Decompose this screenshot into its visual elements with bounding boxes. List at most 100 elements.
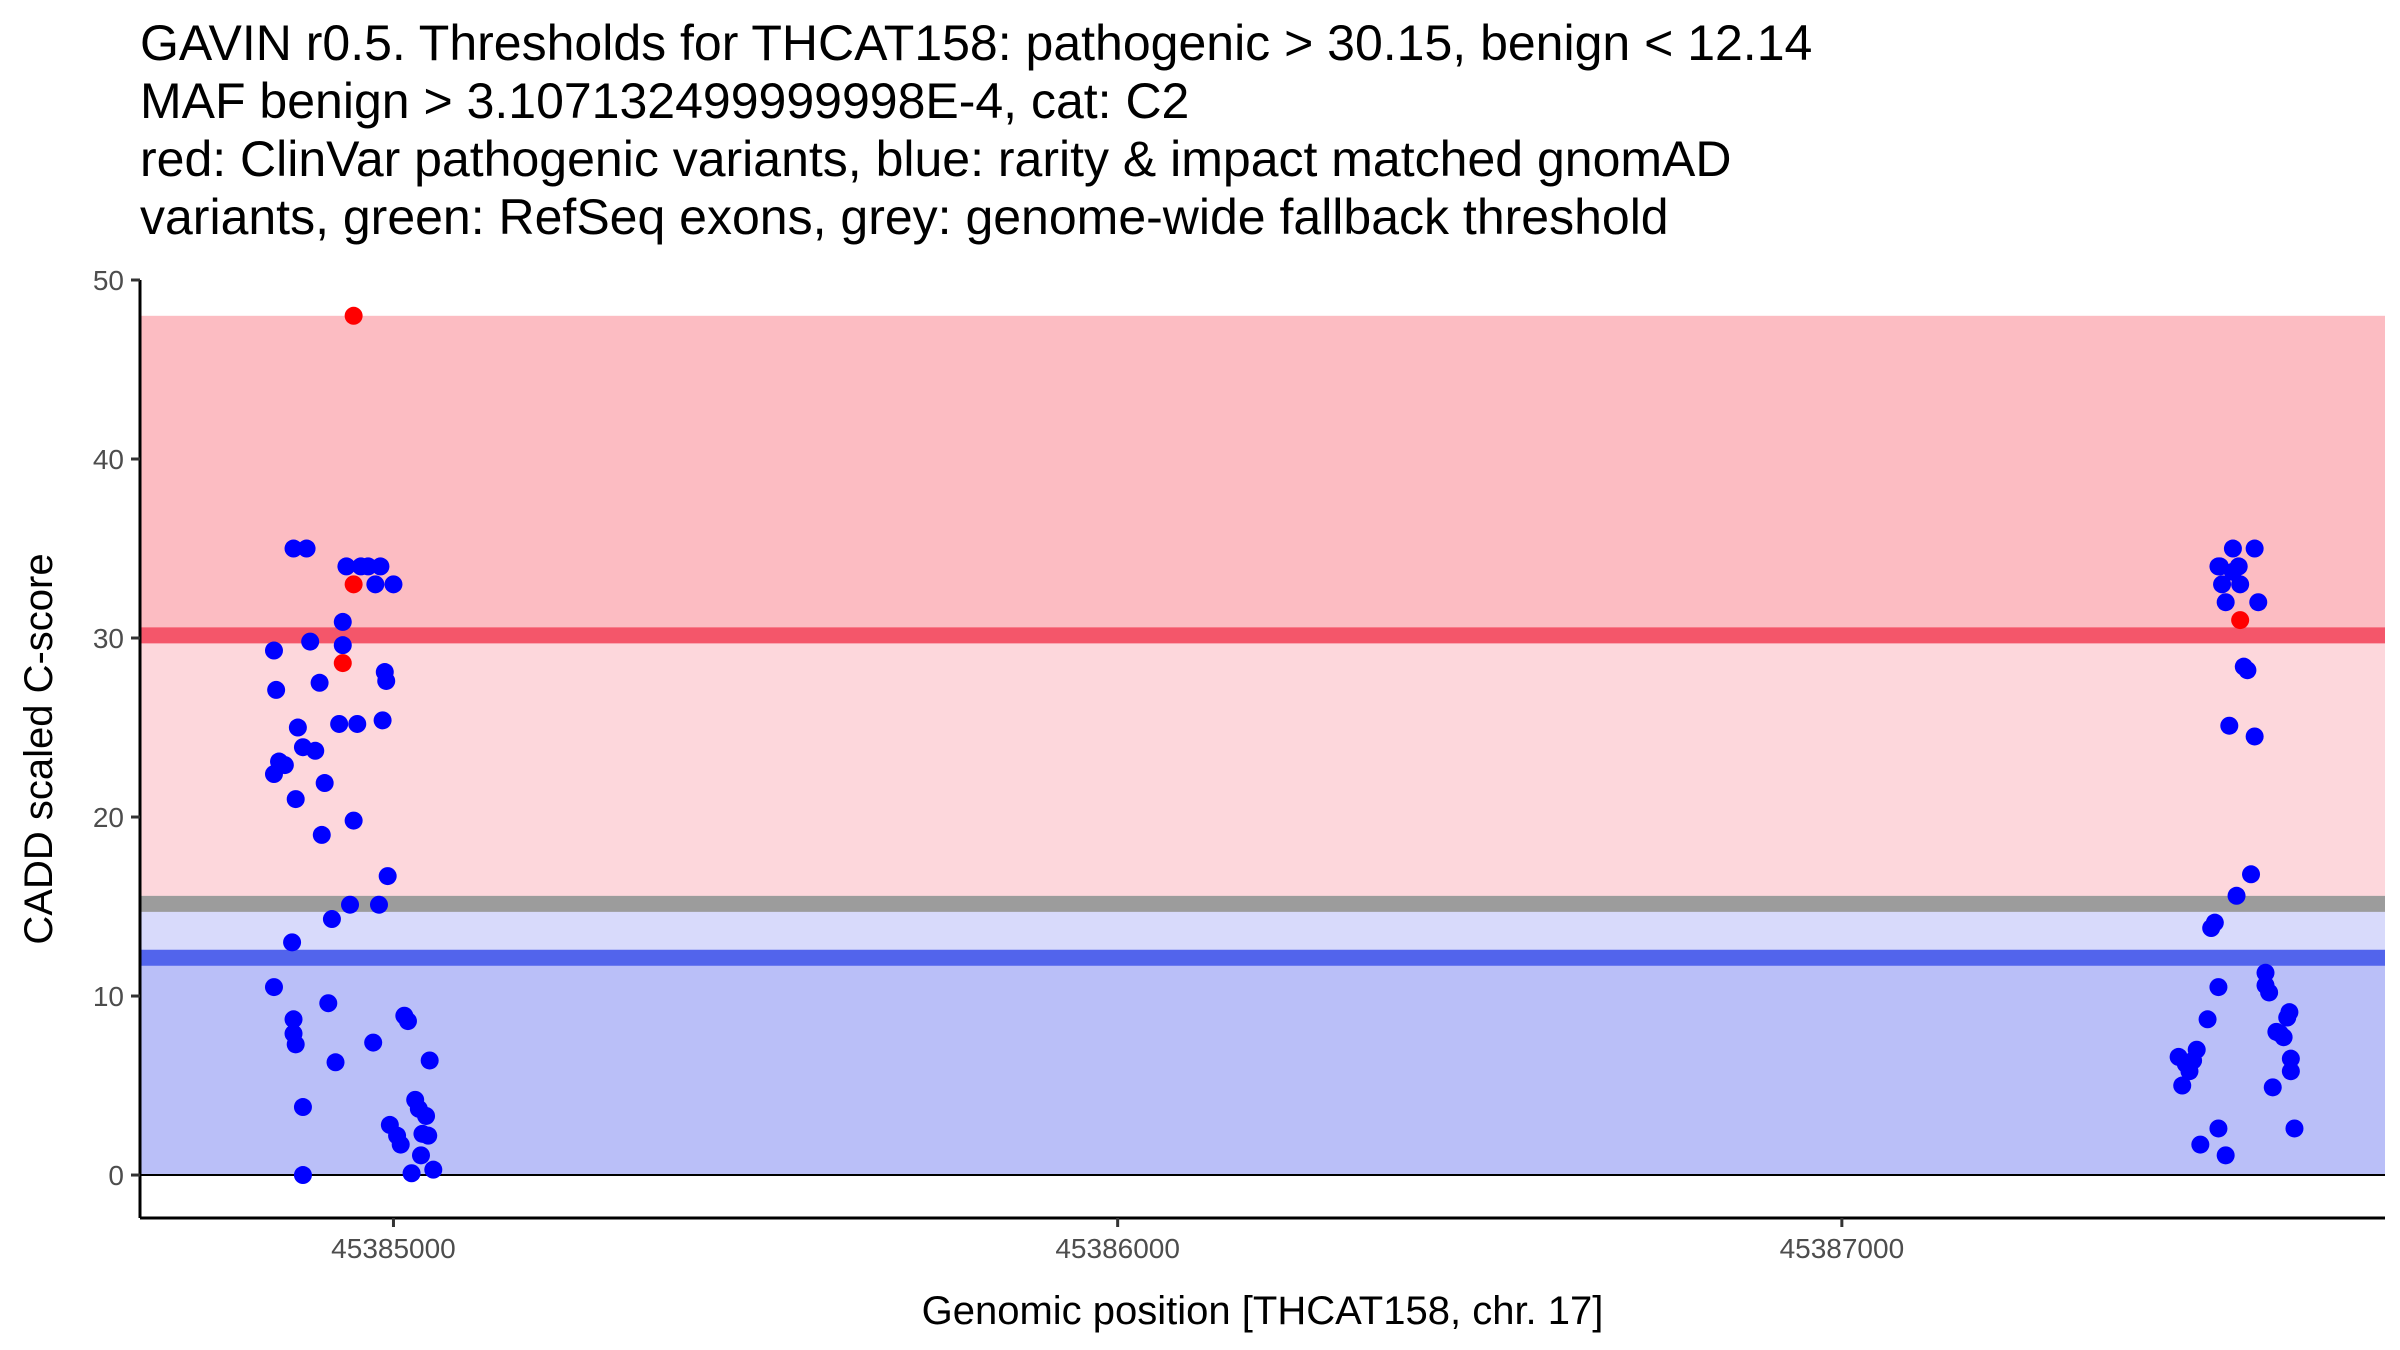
data-points — [264, 306, 2304, 1185]
y-axis-title: CADD scaled C-score — [17, 553, 61, 944]
point-0-11 — [306, 741, 325, 760]
x-tick-label-2: 45387000 — [1780, 1233, 1905, 1264]
point-0-21 — [337, 557, 356, 576]
point-0-53 — [286, 1035, 305, 1054]
point-0-50 — [297, 539, 316, 558]
point-0-75 — [2223, 539, 2242, 558]
point-0-19 — [333, 636, 352, 655]
point-0-13 — [312, 825, 331, 844]
point-0-55 — [293, 1166, 312, 1185]
point-0-47 — [420, 1051, 439, 1070]
point-0-33 — [377, 671, 396, 690]
y-tick-label-3: 30 — [93, 623, 124, 654]
point-0-67 — [2209, 1119, 2228, 1138]
band-0 — [140, 315, 2385, 636]
band-1 — [140, 635, 2385, 904]
point-0-93 — [2280, 1003, 2299, 1022]
point-0-16 — [322, 910, 341, 929]
point-0-66 — [2205, 913, 2224, 932]
point-0-18 — [330, 714, 349, 733]
point-0-17 — [326, 1053, 345, 1072]
point-0-80 — [2238, 661, 2257, 680]
point-1-0 — [344, 306, 363, 325]
point-0-91 — [2274, 1028, 2293, 1047]
point-0-34 — [378, 867, 397, 886]
point-0-22 — [341, 895, 360, 914]
point-0-96 — [2285, 1119, 2304, 1138]
point-0-64 — [2198, 1010, 2217, 1029]
point-0-40 — [402, 1164, 421, 1183]
point-0-82 — [2245, 727, 2264, 746]
point-1-3 — [2231, 611, 2250, 630]
title-line-2: MAF benign > 3.107132499999998E-4, cat: … — [140, 73, 1190, 129]
point-0-10 — [301, 632, 320, 651]
point-0-94 — [2281, 1049, 2300, 1068]
point-0-48 — [424, 1160, 443, 1179]
band-3 — [140, 957, 2385, 1176]
point-0-95 — [2281, 1062, 2300, 1081]
point-0-62 — [2187, 1040, 2206, 1059]
x-tick-label-0: 45385000 — [331, 1233, 456, 1264]
point-0-26 — [359, 557, 378, 576]
point-0-71 — [2216, 593, 2235, 612]
point-0-63 — [2191, 1135, 2210, 1154]
threshold-lines — [140, 627, 2385, 966]
axes — [138, 280, 2385, 1220]
y-tick-label-5: 50 — [93, 265, 124, 296]
point-0-20 — [333, 612, 352, 631]
point-0-77 — [2229, 557, 2248, 576]
point-0-68 — [2209, 978, 2228, 997]
range-bands — [140, 315, 2385, 1176]
point-0-0 — [264, 641, 283, 660]
point-0-7 — [286, 790, 305, 809]
point-0-23 — [344, 811, 363, 830]
point-0-4 — [275, 756, 294, 775]
point-0-29 — [369, 895, 388, 914]
point-0-39 — [398, 1012, 417, 1031]
point-0-43 — [411, 1146, 430, 1165]
point-0-5 — [283, 933, 302, 952]
point-0-24 — [348, 714, 367, 733]
point-0-31 — [373, 711, 392, 730]
point-0-97 — [2209, 557, 2228, 576]
point-0-58 — [2173, 1076, 2192, 1095]
point-0-54 — [293, 1098, 312, 1117]
point-0-72 — [2216, 1146, 2235, 1165]
point-0-87 — [2260, 983, 2279, 1002]
point-0-49 — [284, 539, 303, 558]
point-0-15 — [319, 994, 338, 1013]
point-0-51 — [384, 575, 403, 594]
point-0-37 — [391, 1135, 410, 1154]
point-0-27 — [364, 1033, 383, 1052]
band-2 — [140, 903, 2385, 958]
y-tick-label-1: 10 — [93, 981, 124, 1012]
point-0-14 — [315, 774, 334, 793]
point-0-85 — [2256, 963, 2275, 982]
axis-ticks: 0 10 20 30 40 50 45385000 45386000 45387000 — [93, 265, 1904, 1264]
title-line-4: variants, green: RefSeq exons, grey: gen… — [140, 189, 1669, 245]
point-0-88 — [2263, 1078, 2282, 1097]
point-0-84 — [2249, 593, 2268, 612]
title-line-1: GAVIN r0.5. Thresholds for THCAT158: pat… — [140, 15, 1813, 71]
point-0-30 — [371, 557, 390, 576]
point-0-70 — [2213, 575, 2232, 594]
point-0-83 — [2245, 539, 2264, 558]
point-1-1 — [344, 575, 363, 594]
point-0-28 — [366, 575, 385, 594]
point-0-78 — [2231, 575, 2250, 594]
point-0-56 — [264, 978, 283, 997]
point-0-76 — [2227, 886, 2246, 905]
y-tick-label-4: 40 — [93, 444, 124, 475]
y-tick-label-2: 20 — [93, 802, 124, 833]
point-1-2 — [333, 654, 352, 673]
point-0-81 — [2242, 865, 2261, 884]
chart-title: GAVIN r0.5. Thresholds for THCAT158: pat… — [140, 14, 2360, 246]
point-0-45 — [417, 1106, 436, 1125]
x-axis-title: Genomic position [THCAT158, chr. 17] — [922, 1289, 1604, 1333]
y-tick-label-0: 0 — [108, 1160, 124, 1191]
x-tick-label-1: 45386000 — [1055, 1233, 1180, 1264]
title-line-3: red: ClinVar pathogenic variants, blue: … — [140, 131, 1732, 187]
point-0-12 — [310, 673, 329, 692]
point-0-8 — [288, 718, 307, 737]
